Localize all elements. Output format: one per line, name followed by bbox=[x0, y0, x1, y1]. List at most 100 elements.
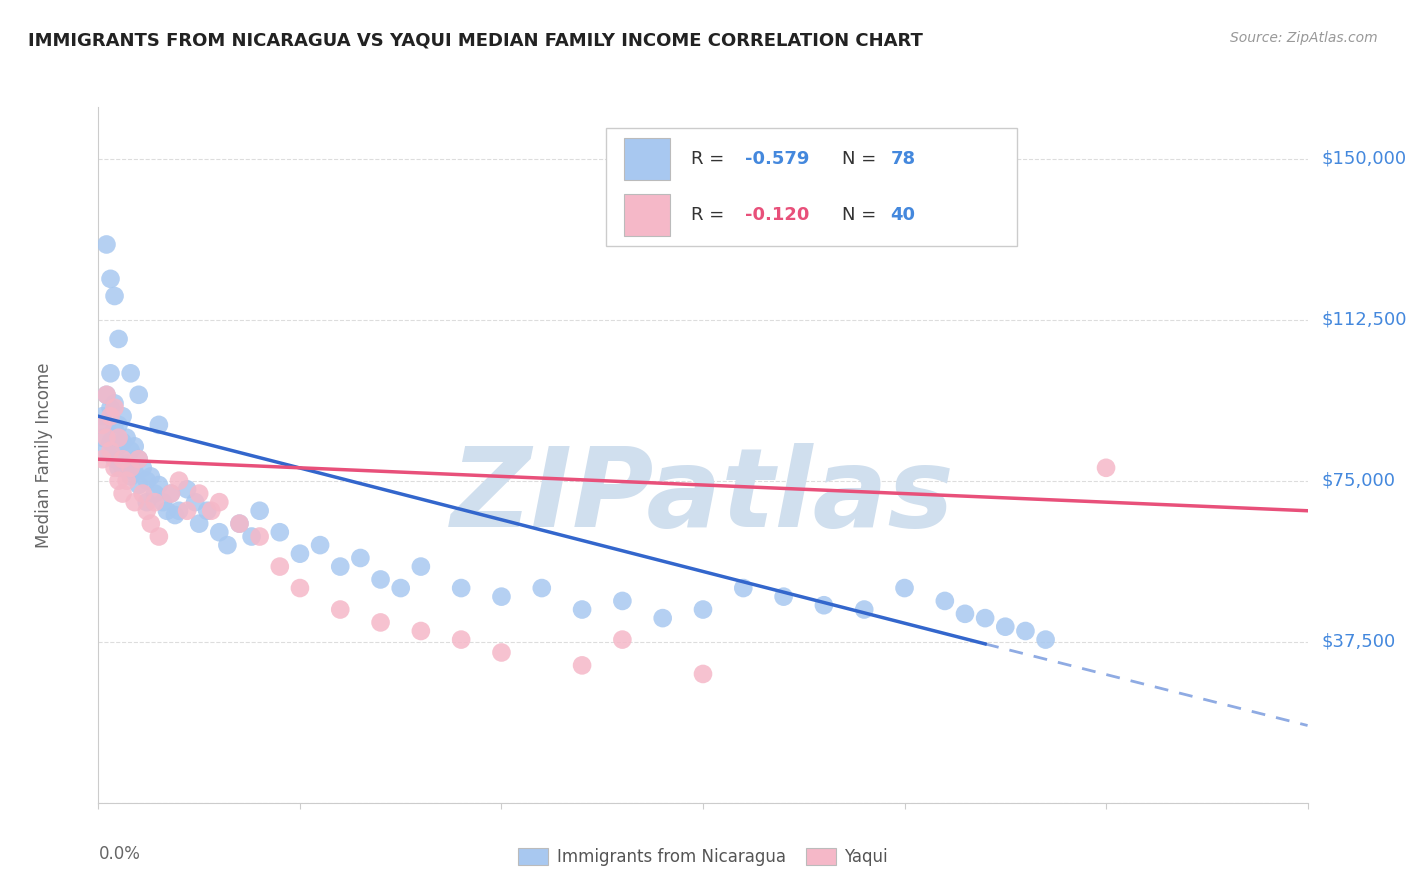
Point bbox=[188, 516, 211, 531]
Point bbox=[249, 529, 271, 543]
Point bbox=[135, 474, 157, 488]
Point bbox=[100, 367, 122, 381]
Point bbox=[143, 495, 166, 509]
Text: $150,000: $150,000 bbox=[1322, 150, 1406, 168]
Point bbox=[96, 237, 118, 252]
Point bbox=[91, 417, 114, 432]
Point bbox=[120, 443, 142, 458]
Point bbox=[115, 474, 138, 488]
Point bbox=[156, 504, 179, 518]
Point bbox=[994, 620, 1017, 634]
Point bbox=[370, 615, 392, 630]
Point bbox=[571, 658, 593, 673]
Point bbox=[651, 611, 673, 625]
Point bbox=[409, 559, 432, 574]
Point bbox=[128, 452, 150, 467]
Point bbox=[152, 495, 174, 509]
Point bbox=[103, 452, 125, 467]
Point bbox=[139, 469, 162, 483]
Point bbox=[934, 594, 956, 608]
Point bbox=[571, 602, 593, 616]
Point bbox=[111, 460, 134, 475]
Point bbox=[370, 573, 392, 587]
Point bbox=[107, 332, 129, 346]
Point bbox=[853, 602, 876, 616]
Point bbox=[409, 624, 432, 638]
Text: N =: N = bbox=[842, 150, 882, 169]
Text: R =: R = bbox=[690, 150, 730, 169]
Point bbox=[103, 422, 125, 436]
Point bbox=[107, 417, 129, 432]
Point bbox=[107, 474, 129, 488]
Point bbox=[148, 478, 170, 492]
Point bbox=[103, 396, 125, 410]
Point bbox=[111, 409, 134, 424]
Point bbox=[128, 452, 150, 467]
Point bbox=[692, 602, 714, 616]
Text: IMMIGRANTS FROM NICARAGUA VS YAQUI MEDIAN FAMILY INCOME CORRELATION CHART: IMMIGRANTS FROM NICARAGUA VS YAQUI MEDIA… bbox=[28, 31, 922, 49]
Point bbox=[612, 632, 634, 647]
Point bbox=[163, 508, 186, 522]
Point bbox=[115, 457, 138, 471]
Point bbox=[1035, 632, 1057, 647]
Point bbox=[160, 486, 183, 500]
Point bbox=[120, 460, 142, 475]
Text: 40: 40 bbox=[890, 206, 915, 224]
Point bbox=[240, 529, 263, 543]
Point bbox=[128, 388, 150, 402]
Point bbox=[91, 431, 114, 445]
Point bbox=[692, 667, 714, 681]
Point bbox=[1014, 624, 1036, 638]
Point bbox=[96, 431, 118, 445]
Point bbox=[132, 486, 155, 500]
Point bbox=[813, 599, 835, 613]
Point bbox=[389, 581, 412, 595]
Point bbox=[167, 474, 190, 488]
Point bbox=[107, 431, 129, 445]
Point bbox=[953, 607, 976, 621]
Point bbox=[135, 495, 157, 509]
Point bbox=[124, 495, 146, 509]
Point bbox=[195, 504, 218, 518]
Point bbox=[188, 486, 211, 500]
Point bbox=[135, 504, 157, 518]
Text: -0.120: -0.120 bbox=[745, 206, 810, 224]
Point bbox=[128, 478, 150, 492]
Point bbox=[103, 401, 125, 415]
Point bbox=[329, 559, 352, 574]
Point bbox=[217, 538, 239, 552]
Point bbox=[143, 486, 166, 500]
Text: 78: 78 bbox=[890, 150, 915, 169]
Point bbox=[167, 504, 190, 518]
Point bbox=[148, 529, 170, 543]
Text: N =: N = bbox=[842, 206, 882, 224]
Point bbox=[176, 483, 198, 497]
Point bbox=[228, 516, 250, 531]
Point bbox=[148, 417, 170, 432]
Point bbox=[120, 367, 142, 381]
Point bbox=[733, 581, 755, 595]
Point bbox=[111, 486, 134, 500]
Point bbox=[491, 590, 513, 604]
Point bbox=[120, 469, 142, 483]
Point bbox=[103, 289, 125, 303]
Point bbox=[100, 409, 122, 424]
Point bbox=[100, 443, 122, 458]
Text: Median Family Income: Median Family Income bbox=[35, 362, 53, 548]
Point bbox=[208, 495, 231, 509]
Legend: Immigrants from Nicaragua, Yaqui: Immigrants from Nicaragua, Yaqui bbox=[510, 839, 896, 874]
Point bbox=[329, 602, 352, 616]
Point bbox=[530, 581, 553, 595]
Point bbox=[111, 452, 134, 467]
Point bbox=[96, 388, 118, 402]
Point bbox=[612, 594, 634, 608]
Point bbox=[349, 551, 371, 566]
Point bbox=[115, 431, 138, 445]
Point bbox=[103, 460, 125, 475]
Point bbox=[96, 388, 118, 402]
Point bbox=[100, 401, 122, 415]
FancyBboxPatch shape bbox=[624, 138, 671, 180]
Point bbox=[772, 590, 794, 604]
Point bbox=[107, 439, 129, 453]
Point bbox=[124, 465, 146, 479]
